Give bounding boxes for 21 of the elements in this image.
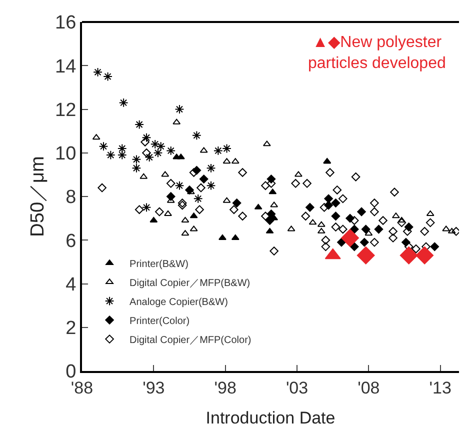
x-tick-label: '93 — [142, 378, 165, 398]
x-tick-label: '03 — [286, 378, 308, 398]
y-tick-label: 8 — [66, 187, 76, 208]
x-tick-label: '13 — [429, 378, 452, 398]
y-tick-label: 2 — [66, 318, 76, 340]
y-tick-label: 4 — [66, 274, 77, 296]
legend-label: Analoge Copier(B&W) — [130, 296, 228, 308]
y-tick-label: 16 — [55, 12, 76, 34]
legend-label: Digital Copier／MFP(B&W) — [130, 278, 250, 289]
x-tick-label: '08 — [358, 378, 380, 398]
y-tick-label: 12 — [55, 100, 76, 121]
y-axis-title: D50／μm — [27, 156, 48, 237]
annotation: ▲◆New polyester particles developed — [308, 34, 446, 72]
legend-label: Printer(Color) — [130, 316, 190, 327]
x-tick-label: '98 — [214, 378, 236, 398]
y-tick-label: 6 — [66, 230, 76, 252]
x-axis-title: Introduction Date — [206, 408, 336, 428]
legend-label: Digital Copier／MFP(Color) — [130, 334, 252, 346]
y-tick-label: 10 — [55, 144, 76, 165]
legend-label: Printer(B&W) — [130, 258, 188, 270]
y-tick-label: 14 — [55, 56, 77, 78]
